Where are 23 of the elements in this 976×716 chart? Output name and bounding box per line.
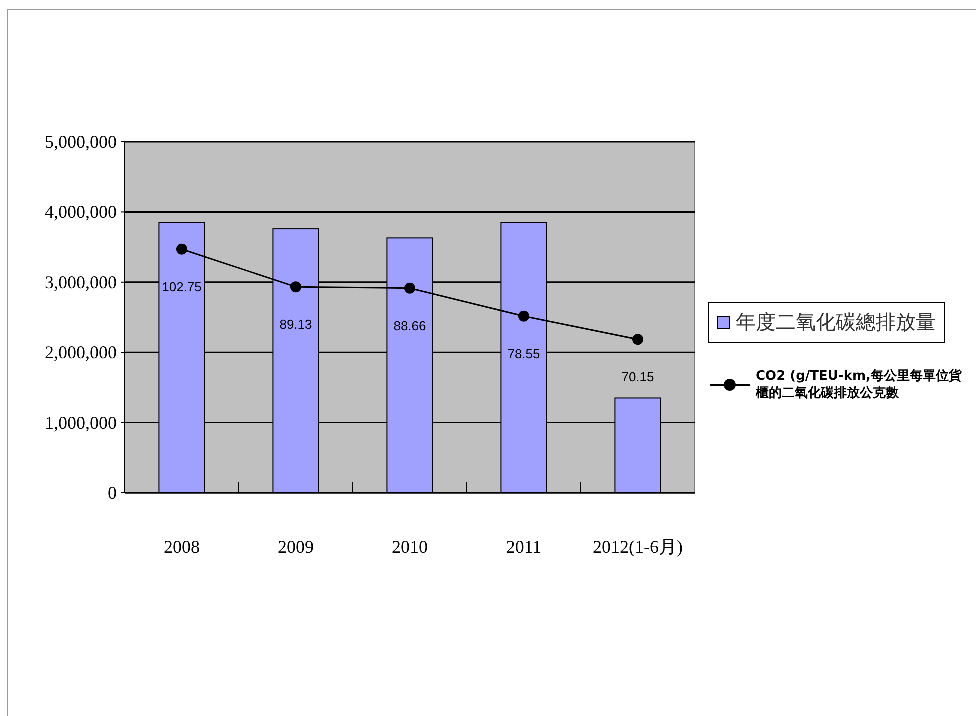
- point: [404, 282, 416, 294]
- data-label: 89.13: [280, 317, 312, 332]
- point: [632, 334, 644, 346]
- point: [518, 310, 530, 322]
- x-tick-label: 2010: [392, 537, 428, 557]
- point: [290, 282, 302, 293]
- data-label: 88.66: [394, 318, 426, 334]
- data-label: 102.75: [162, 279, 202, 294]
- x-tick-label: 2012(1-6月): [593, 537, 683, 557]
- x-tick-label: 2008: [164, 537, 200, 557]
- y-tick-label: 5,000,000: [45, 132, 117, 152]
- x-tick-label: 2011: [506, 537, 542, 557]
- y-tick-label: 4,000,000: [45, 202, 117, 222]
- x-tick-label: 2009: [278, 537, 314, 557]
- y-tick-label: 3,000,000: [45, 272, 117, 292]
- y-tick-label: 1,000,000: [45, 412, 117, 433]
- data-label: 70.15: [622, 370, 654, 385]
- legend-label: 年度二氧化碳總排放量: [708, 302, 945, 343]
- y-tick-label: 0: [108, 483, 117, 503]
- point: [176, 244, 188, 255]
- data-label: 78.55: [508, 346, 540, 362]
- y-tick-label: 2,000,000: [45, 342, 117, 363]
- legend-label: CO2 (g/TEU-km,每公里每單位貨櫃的二氧化碳排放公克數: [756, 368, 963, 402]
